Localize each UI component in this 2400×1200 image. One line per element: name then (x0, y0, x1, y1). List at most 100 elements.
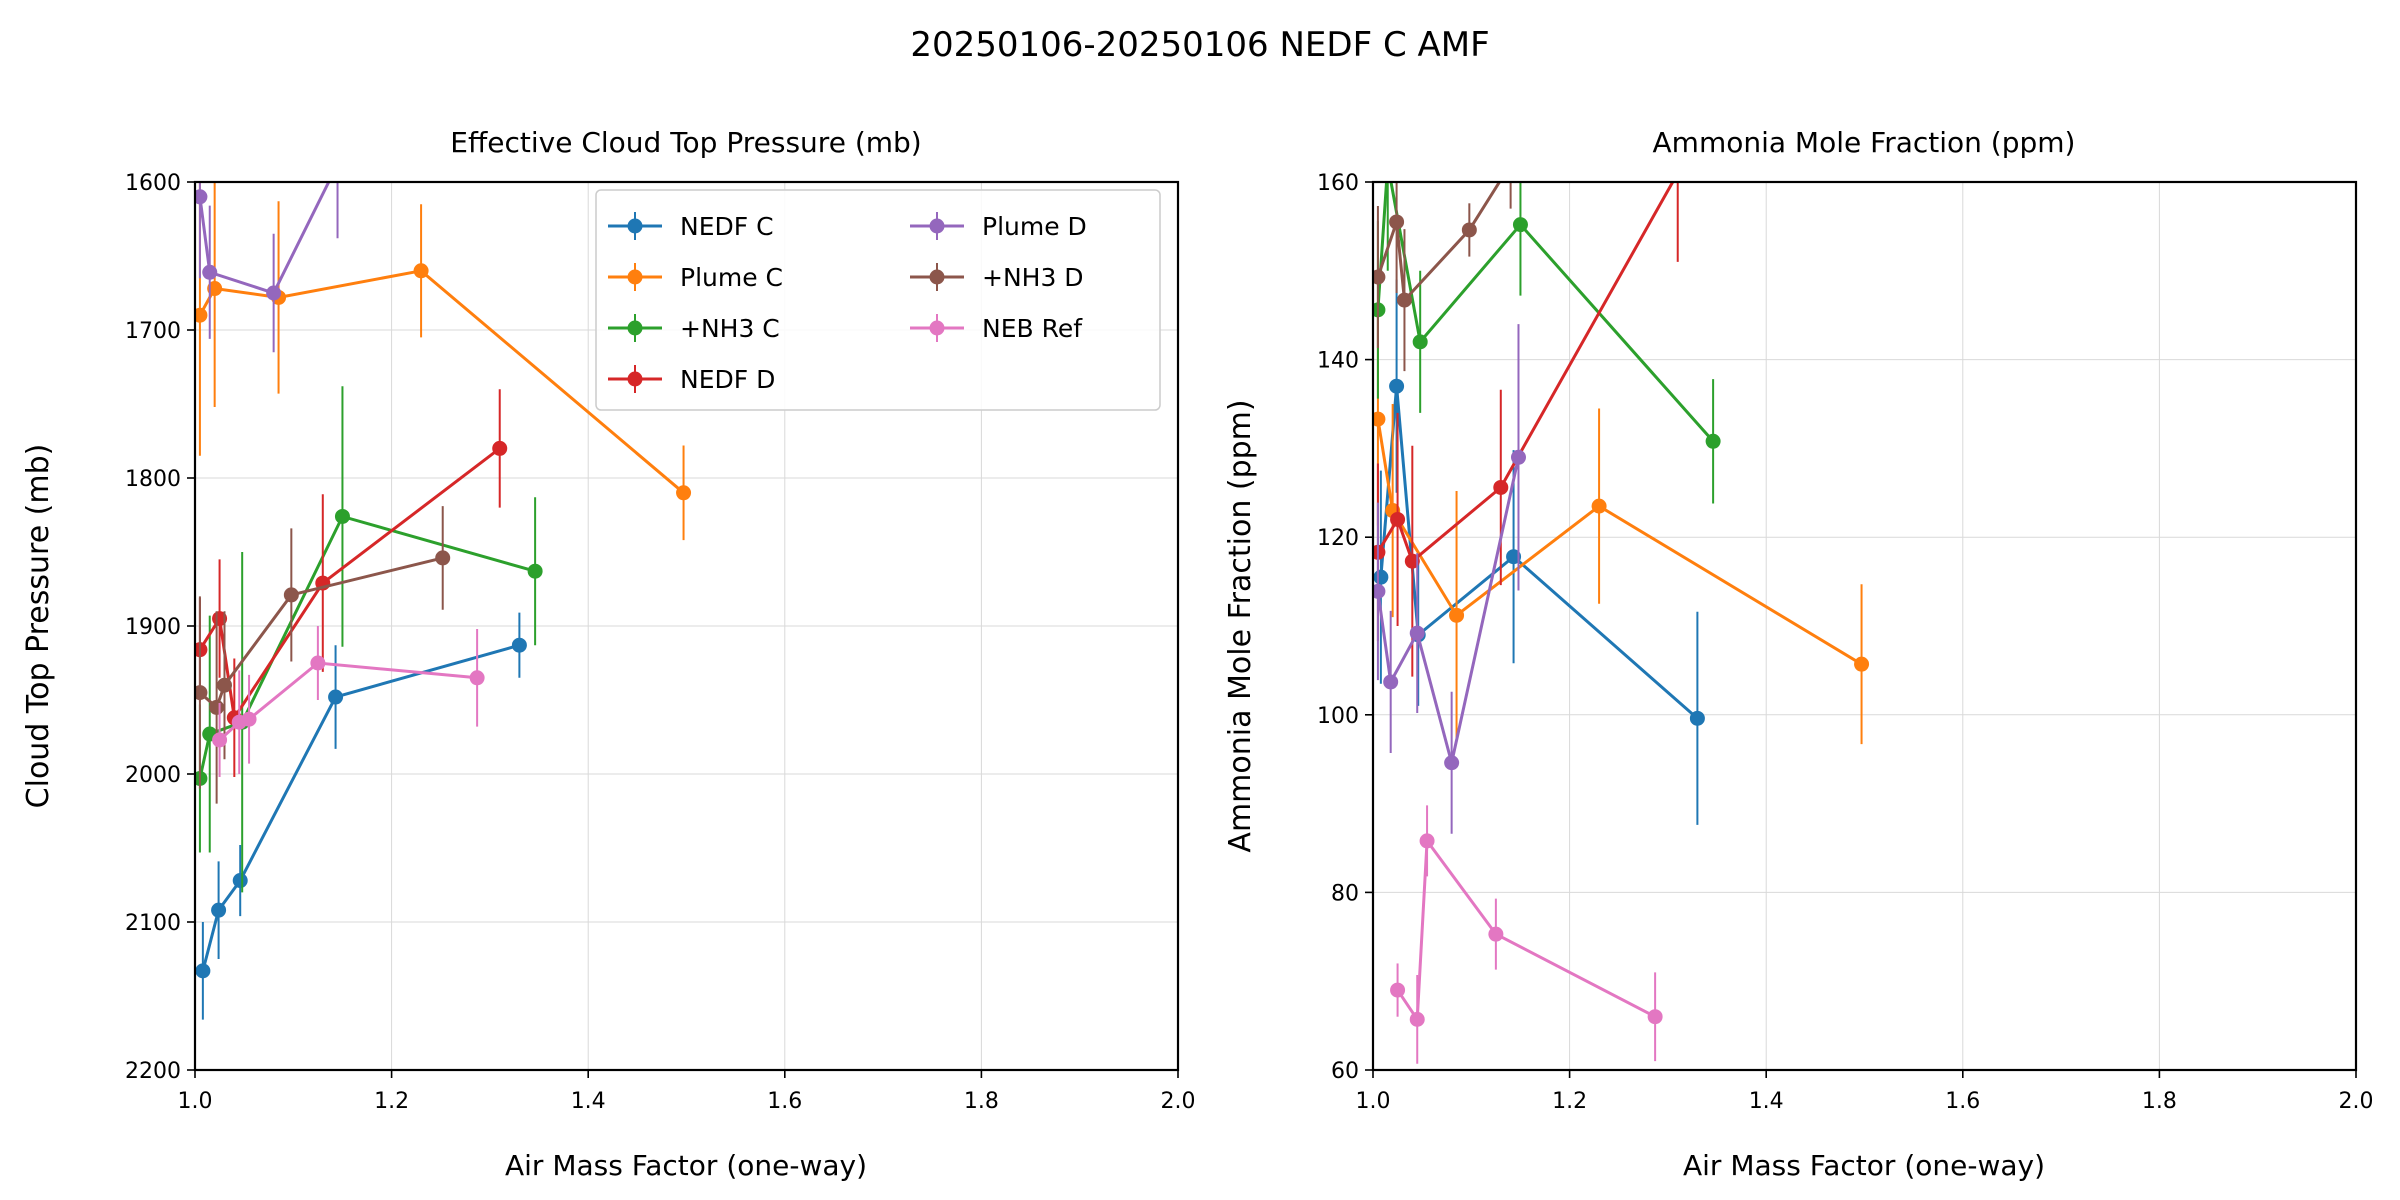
legend-item-plume-d: Plume D (910, 212, 1087, 241)
data-point (492, 440, 508, 456)
ammonia-frame (1371, 180, 2358, 1072)
data-point (328, 689, 344, 705)
data-point (232, 873, 248, 889)
data-point (1493, 479, 1509, 495)
legend-marker (627, 371, 643, 387)
legend-marker (929, 269, 945, 285)
cloud-top-pressure-ylabel: Cloud Top Pressure (mb) (21, 444, 56, 809)
data-point (1419, 833, 1435, 849)
data-point (1373, 583, 1386, 599)
cloud-top-pressure-xlabel: Air Mass Factor (one-way) (505, 1149, 867, 1182)
data-point (1409, 625, 1425, 641)
data-point (527, 563, 543, 579)
cloud-top-pressure-xtick-label: 1.4 (571, 1089, 606, 1114)
cloud-top-pressure-ytick-label: 1900 (125, 615, 181, 640)
legend-marker (929, 320, 945, 336)
data-point (1488, 926, 1504, 942)
cloud-top-pressure-ytick-label: 1600 (125, 171, 181, 196)
legend-label: +NH3 C (680, 314, 780, 343)
data-point (1396, 292, 1412, 308)
data-point (195, 685, 208, 701)
ammonia-series-plume-d (1373, 324, 1526, 834)
data-point (195, 770, 208, 786)
data-point (1373, 269, 1386, 285)
cloud-top-pressure-xtick-label: 1.2 (374, 1089, 409, 1114)
cloud-top-pressure-ticks: 1.0 1.2 1.4 1.6 1.8 2.0 1600 1700 1800 1900 2000 21… (125, 171, 1196, 1114)
ammonia-series-plus-nh3-d (1373, 182, 1512, 372)
legend-label: +NH3 D (982, 263, 1084, 292)
cloud-top-pressure-ytick-label: 2100 (125, 911, 181, 936)
data-point (216, 677, 232, 693)
data-point (1506, 549, 1522, 565)
data-point (241, 711, 257, 727)
data-point (1449, 607, 1465, 623)
legend-item-plus-nh3-c: +NH3 C (608, 314, 780, 343)
ammonia-series (1373, 182, 1870, 1064)
cloud-top-pressure-xtick-label: 1.8 (964, 1089, 999, 1114)
ammonia-ytick-label: 100 (1317, 704, 1359, 729)
data-point (209, 699, 225, 715)
data-point (1461, 222, 1477, 238)
data-point (310, 655, 326, 671)
ammonia-xtick-label: 1.2 (1552, 1089, 1587, 1114)
cloud-top-pressure-panel: 1.0 1.2 1.4 1.6 1.8 2.0 1600 1700 1800 1900 2000 21… (21, 126, 1196, 1182)
data-point (469, 670, 485, 686)
ammonia-xtick-label: 2.0 (2339, 1089, 2374, 1114)
ammonia-ytick-label: 60 (1331, 1059, 1359, 1084)
data-point (1373, 569, 1389, 585)
ammonia-ytick-label: 80 (1331, 881, 1359, 906)
data-point (435, 550, 451, 566)
legend-item-plus-nh3-d: +NH3 D (910, 263, 1084, 292)
data-point (1389, 378, 1405, 394)
legend-marker (627, 320, 643, 336)
ammonia-ytick-label: 160 (1317, 171, 1359, 196)
data-point (202, 264, 218, 280)
ammonia-ylabel: Ammonia Mole Fraction (ppm) (1223, 399, 1258, 852)
data-point (1373, 544, 1386, 560)
data-point (1444, 755, 1460, 771)
ammonia-title: Ammonia Mole Fraction (ppm) (1653, 126, 2076, 159)
data-point (1412, 334, 1428, 350)
figure-suptitle: 20250106-20250106 NEDF C AMF (910, 25, 1489, 65)
data-point (212, 732, 228, 748)
data-point (266, 285, 282, 301)
cloud-top-pressure-series-plume-d (195, 182, 339, 353)
ammonia-series-plume-c (1373, 312, 1870, 745)
data-point (1647, 1009, 1663, 1025)
data-point (195, 189, 208, 205)
data-point (511, 637, 527, 653)
data-point (413, 263, 429, 279)
cloud-top-pressure-xtick-label: 1.6 (767, 1089, 802, 1114)
cloud-top-pressure-series-nedf-c (195, 612, 527, 1020)
data-point (1373, 411, 1386, 427)
ammonia-series-plus-nh3-c (1373, 182, 1721, 504)
data-point (1390, 982, 1406, 998)
legend-label: NEB Ref (982, 314, 1083, 343)
data-point (1512, 217, 1528, 233)
legend-item-nedf-c: NEDF C (608, 212, 774, 241)
ammonia-xtick-label: 1.6 (1945, 1089, 1980, 1114)
ammonia-xtick-label: 1.8 (2142, 1089, 2177, 1114)
data-point (334, 508, 350, 524)
series-line-plume-d (198, 182, 331, 295)
legend-marker (627, 218, 643, 234)
data-point (1689, 710, 1705, 726)
legend-marker (929, 218, 945, 234)
ammonia-xtick-label: 1.4 (1749, 1089, 1784, 1114)
data-point (211, 902, 227, 918)
cloud-top-pressure-ytick-label: 2000 (125, 763, 181, 788)
cloud-top-pressure-xtick-label: 2.0 (1161, 1089, 1196, 1114)
data-point (283, 587, 299, 603)
data-point (1373, 302, 1386, 318)
ammonia-xtick-label: 1.0 (1356, 1089, 1391, 1114)
cloud-top-pressure-ytick-label: 2200 (125, 1059, 181, 1084)
legend-label: Plume C (680, 263, 783, 292)
legend-box (595, 189, 1161, 411)
data-point (1383, 674, 1399, 690)
data-point (195, 642, 208, 658)
data-point (1854, 656, 1870, 672)
cloud-top-pressure-series (195, 182, 692, 1020)
legend-label: NEDF C (680, 212, 774, 241)
